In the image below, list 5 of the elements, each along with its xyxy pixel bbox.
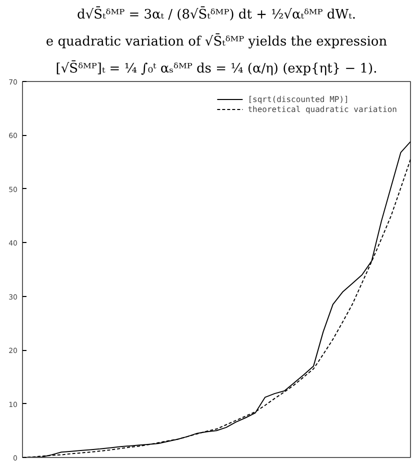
text: e quadratic variation of √S̄ₜᵟᴹᴾ yields the expression [46,33,388,50]
legend-label: [sqrt(discounted MP)] [248,94,349,104]
text: d√S̄ₜᵟᴹᴾ = 3αₜ / (8√S̄ₜᵟᴹᴾ) dt + ½√αₜᵟᴹᴾ dWₜ. [77,6,356,22]
text: [√S̄ᵟᴹᴾ]ₜ = ¼ ∫₀ᵗ αₛᵟᴹᴾ ds = ¼ (α/η) (exp{ηt} − 1). [56,60,378,76]
legend-label: theoretical quadratic variation [248,104,397,114]
